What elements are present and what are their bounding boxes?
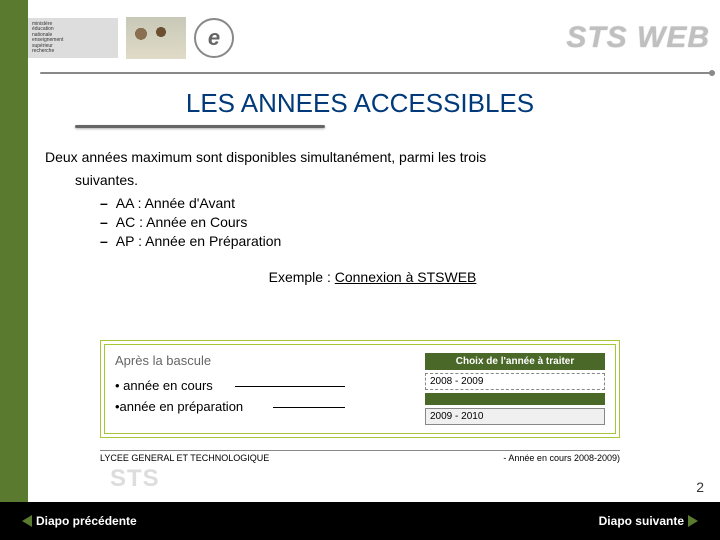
dash-icon: –: [100, 194, 108, 213]
annee-cours-line: • année en cours: [115, 378, 415, 393]
bullet-item: –AA : Année d'Avant: [100, 194, 700, 213]
bullet-text: AP : Année en Préparation: [116, 232, 282, 251]
intro-line-2: suivantes.: [75, 171, 700, 190]
prev-slide-button[interactable]: Diapo précédente: [22, 514, 137, 528]
year-bar: [425, 393, 605, 405]
example-box: Après la bascule • année en cours •année…: [100, 340, 620, 438]
next-label: Diapo suivante: [599, 514, 684, 528]
arrow-left-icon: [22, 515, 32, 527]
ministry-logo: ministère éducation nationale enseigneme…: [28, 18, 118, 58]
bullet-list: –AA : Année d'Avant –AC : Année en Cours…: [100, 194, 700, 251]
annee-prep-line: •année en préparation: [115, 399, 415, 414]
example-box-inner: Après la bascule • année en cours •année…: [104, 344, 616, 434]
e-logo-icon: e: [194, 18, 234, 58]
example-link[interactable]: Connexion à STSWEB: [335, 269, 477, 285]
people-photo: [126, 17, 186, 59]
next-slide-button[interactable]: Diapo suivante: [599, 514, 698, 528]
slide: ministère éducation nationale enseigneme…: [0, 0, 720, 540]
box-right: Choix de l'année à traiter 2008 - 2009 2…: [425, 353, 605, 425]
box-left: Après la bascule • année en cours •année…: [115, 353, 415, 425]
lycee-bar: LYCEE GENERAL ET TECHNOLOGIQUE - Année e…: [100, 450, 620, 463]
arrow-right-icon: [688, 515, 698, 527]
header: ministère éducation nationale enseigneme…: [28, 10, 720, 66]
example-line: Exemple : Connexion à STSWEB: [45, 268, 700, 287]
bullet-text: AA : Année d'Avant: [116, 194, 235, 213]
apres-label: Après la bascule: [115, 353, 415, 368]
people-icon: [131, 23, 181, 59]
arrow-line-icon: [235, 386, 345, 387]
annee-cours-text: • année en cours: [115, 378, 213, 393]
prev-label: Diapo précédente: [36, 514, 137, 528]
dash-icon: –: [100, 232, 108, 251]
logo-area: ministère éducation nationale enseigneme…: [28, 17, 234, 59]
title-underline: [75, 125, 325, 128]
arrow-line-icon: [273, 407, 345, 408]
example-prefix: Exemple :: [269, 269, 335, 285]
sts-watermark: STS: [110, 465, 160, 493]
sidebar-stripe: [0, 0, 28, 540]
page-number: 2: [696, 479, 704, 495]
content: Deux années maximum sont disponibles sim…: [45, 148, 700, 287]
bullet-item: –AP : Année en Préparation: [100, 232, 700, 251]
annee-prep-text: •année en préparation: [115, 399, 243, 414]
choice-header: Choix de l'année à traiter: [425, 353, 605, 370]
page-title: LES ANNEES ACCESSIBLES: [0, 88, 720, 119]
lycee-right: - Année en cours 2008-2009): [503, 453, 620, 463]
bullet-text: AC : Année en Cours: [116, 213, 248, 232]
year-option-2[interactable]: 2009 - 2010: [425, 408, 605, 425]
footer: Diapo précédente Diapo suivante: [0, 502, 720, 540]
dash-icon: –: [100, 213, 108, 232]
year-option-1[interactable]: 2008 - 2009: [425, 373, 605, 390]
ministry-text: recherche: [32, 49, 114, 55]
bullet-item: –AC : Année en Cours: [100, 213, 700, 232]
brand-title: STS WEB: [566, 21, 710, 55]
lycee-left: LYCEE GENERAL ET TECHNOLOGIQUE: [100, 453, 269, 463]
header-divider: [40, 72, 715, 74]
intro-line-1: Deux années maximum sont disponibles sim…: [45, 148, 700, 167]
